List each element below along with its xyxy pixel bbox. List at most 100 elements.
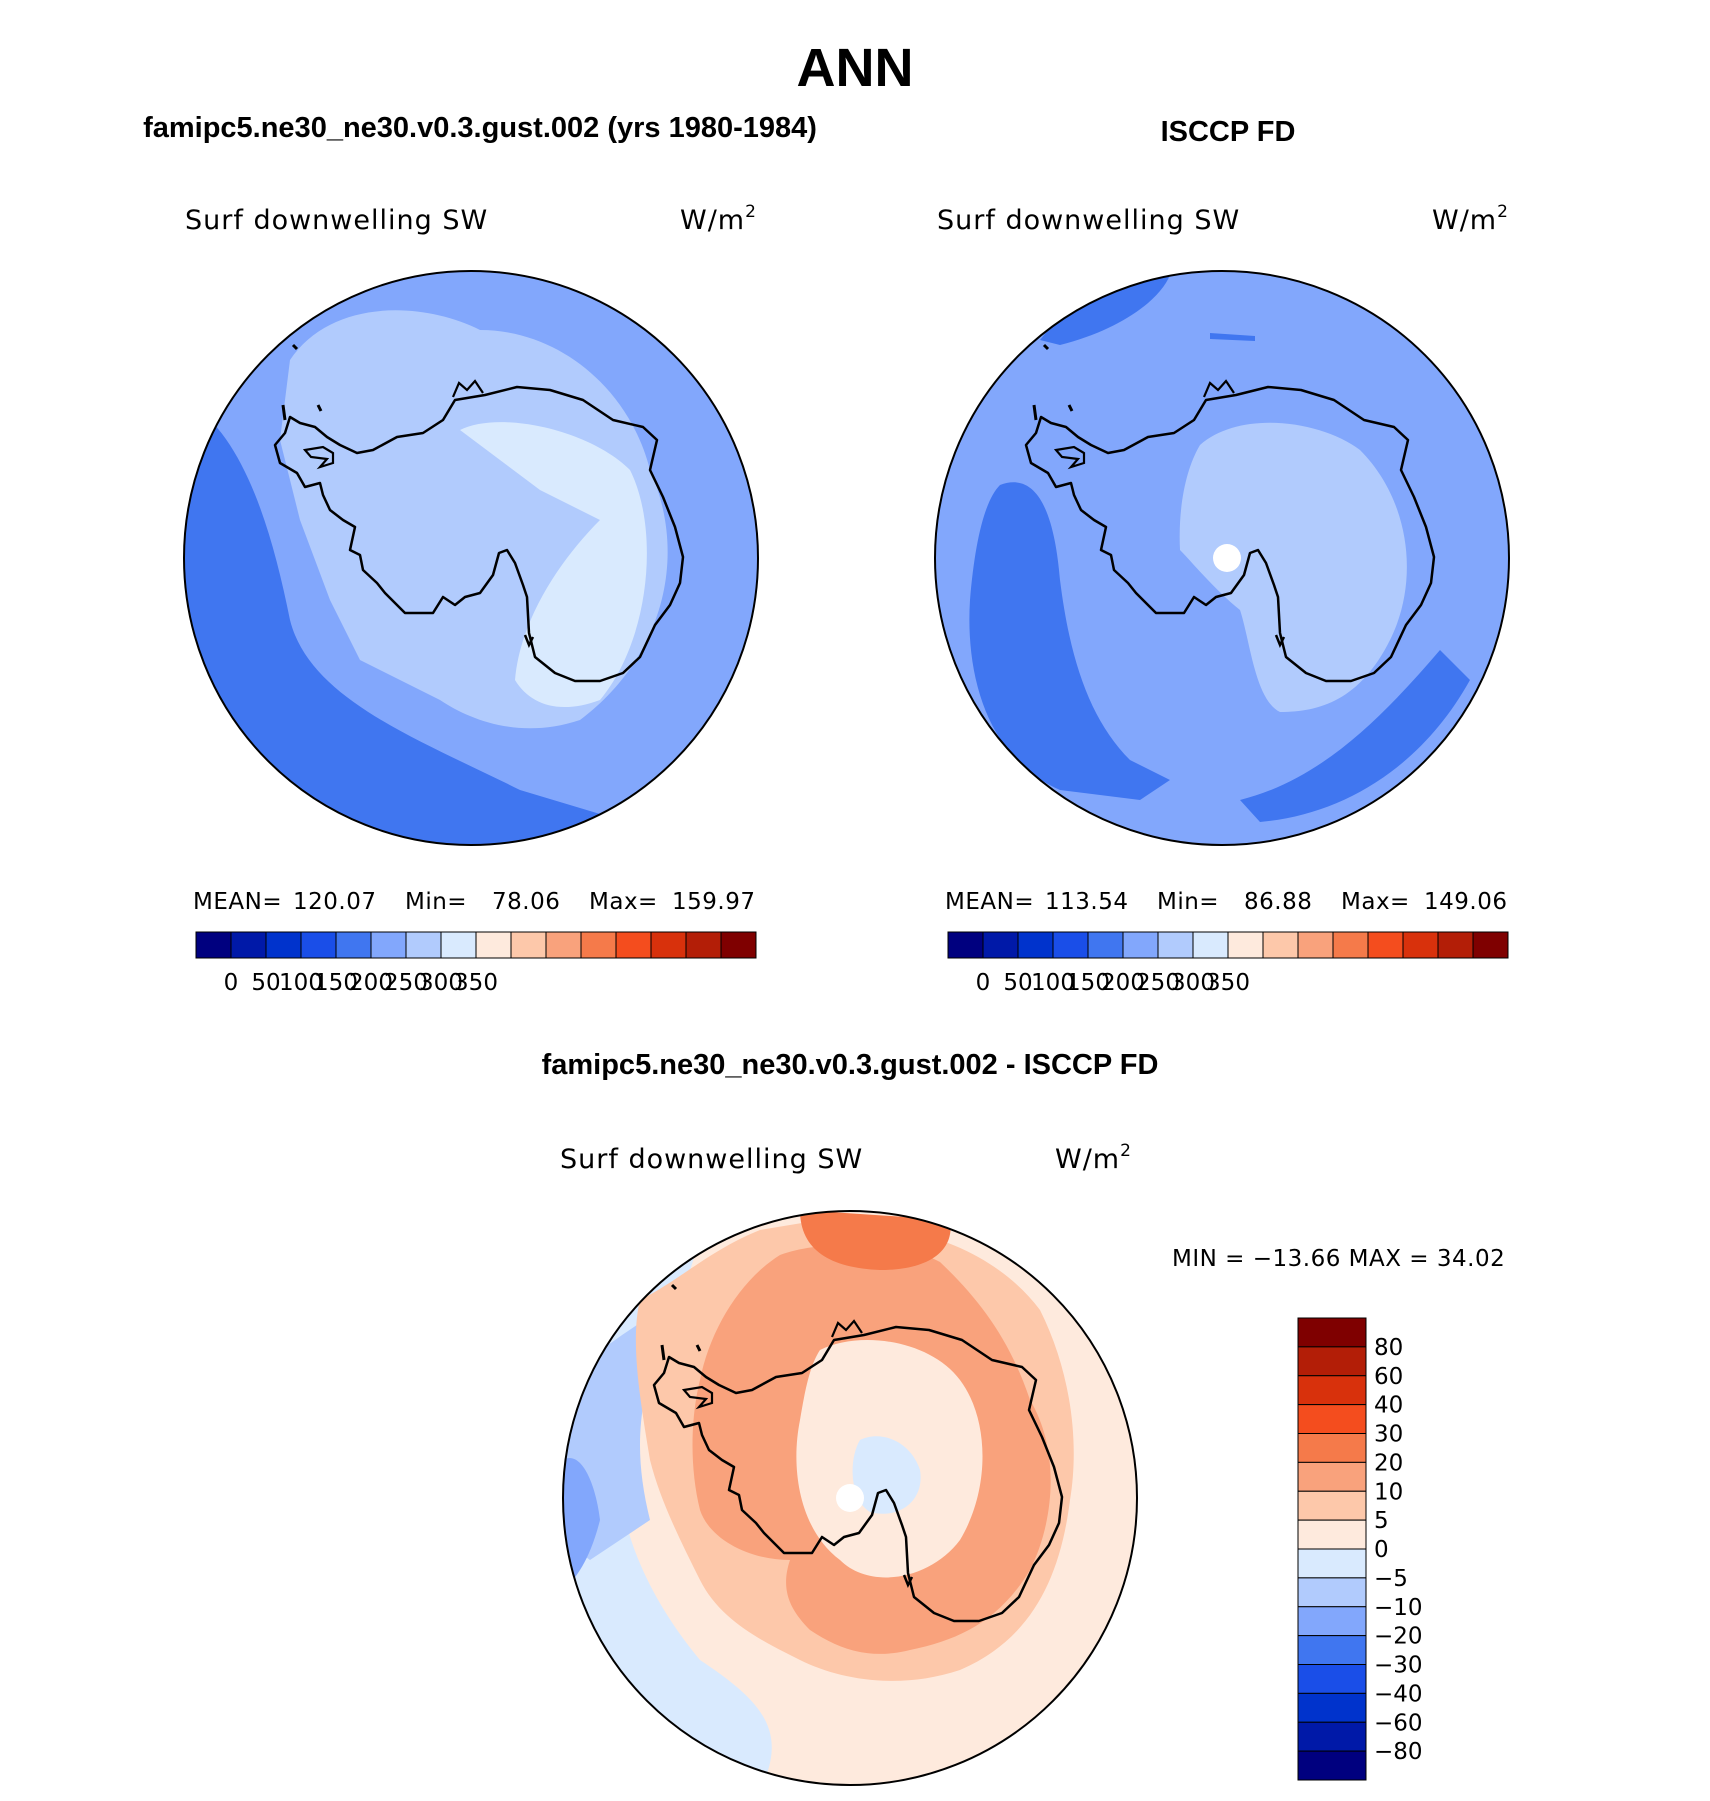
colorbar-swatch bbox=[1157, 931, 1194, 959]
units-base: W/m bbox=[680, 205, 745, 236]
min-label: Min= bbox=[1157, 889, 1219, 915]
colorbar-tick-label: 350 bbox=[1206, 970, 1250, 996]
map bbox=[184, 271, 758, 845]
map-region bbox=[852, 1436, 921, 1514]
panel-title: ISCCP FD bbox=[1161, 116, 1296, 148]
colorbar-tick-label: 200 bbox=[1101, 970, 1145, 996]
colorbar-swatch bbox=[1367, 931, 1404, 959]
colorbar-swatch bbox=[405, 931, 442, 959]
colorbar-swatch bbox=[1297, 1519, 1367, 1550]
colorbar-tick-label: −10 bbox=[1374, 1595, 1423, 1621]
colorbar-tick-label: 100 bbox=[279, 970, 323, 996]
colorbar-swatch bbox=[1297, 1664, 1367, 1694]
map-region bbox=[563, 1458, 600, 1590]
colorbar-tick-label: −60 bbox=[1374, 1710, 1423, 1736]
mean-value: 120.07 bbox=[293, 889, 376, 915]
colorbar-tick-label: −5 bbox=[1374, 1566, 1408, 1592]
colorbar-tick-label: 200 bbox=[349, 970, 393, 996]
units-base: W/m bbox=[1432, 205, 1497, 236]
panel-title: famipc5.ne30_ne30.v0.3.gust.002 - ISCCP … bbox=[542, 1049, 1159, 1081]
colorbar-tick-label: 60 bbox=[1374, 1364, 1403, 1390]
map-region bbox=[1040, 275, 1170, 345]
variable-label: Surf downwelling SW bbox=[185, 205, 488, 236]
colorbar-tick-label: −20 bbox=[1374, 1624, 1423, 1650]
colorbar-swatch bbox=[195, 931, 232, 959]
min-value: 78.06 bbox=[492, 889, 560, 915]
colorbar-swatch bbox=[440, 931, 477, 959]
colorbar-swatch bbox=[265, 931, 302, 959]
map-boundary bbox=[562, 1210, 1138, 1786]
units-base: W/m bbox=[1055, 1144, 1120, 1175]
colorbar-tick-label: 250 bbox=[1136, 970, 1180, 996]
colorbar-tick-label: 80 bbox=[1374, 1335, 1403, 1361]
panel-title: famipc5.ne30_ne30.v0.3.gust.002 (yrs 198… bbox=[143, 112, 817, 144]
colorbar-tick-label: −40 bbox=[1374, 1681, 1423, 1707]
mean-label: MEAN= bbox=[193, 889, 282, 915]
missing-data-pole bbox=[1213, 544, 1241, 572]
map-region bbox=[969, 482, 1170, 800]
colorbar-tick-label: 40 bbox=[1374, 1393, 1403, 1419]
max-value: 159.97 bbox=[672, 889, 755, 915]
variable-label: Surf downwelling SW bbox=[937, 205, 1240, 236]
colorbar-swatch bbox=[545, 931, 582, 959]
colorbar-swatch bbox=[1402, 931, 1439, 959]
colorbar-swatch bbox=[615, 931, 652, 959]
missing-data-pole bbox=[836, 1484, 864, 1512]
colorbar-swatch bbox=[580, 931, 617, 959]
colorbar-swatch bbox=[1297, 1606, 1367, 1637]
units-label: W/m2 bbox=[1432, 202, 1509, 236]
colorbar-tick-label: 0 bbox=[976, 970, 991, 996]
colorbar-tick-label: 10 bbox=[1374, 1479, 1403, 1505]
colorbar-swatch bbox=[1262, 931, 1299, 959]
colorbar-swatch bbox=[1297, 1750, 1367, 1781]
colorbar-swatch bbox=[510, 931, 547, 959]
colorbar-swatch bbox=[1297, 1317, 1367, 1348]
min-label: Min= bbox=[405, 889, 467, 915]
colorbar-swatch bbox=[1297, 1692, 1367, 1723]
colorbar-swatch bbox=[1297, 1375, 1367, 1406]
mean-value: 113.54 bbox=[1045, 889, 1128, 915]
map-region bbox=[1210, 333, 1255, 341]
colorbar-tick-label: 30 bbox=[1374, 1422, 1403, 1448]
colorbar-swatch bbox=[982, 931, 1019, 959]
colorbar-swatch bbox=[335, 931, 372, 959]
min-value: 86.88 bbox=[1244, 889, 1312, 915]
colorbar-tick-label: 350 bbox=[454, 970, 498, 996]
units-exponent: 2 bbox=[745, 202, 757, 222]
stats-line: MEAN= 113.54 Min= 86.88 Max= 149.06 bbox=[945, 889, 1507, 915]
map-region bbox=[460, 422, 647, 708]
colorbar-swatch bbox=[370, 931, 407, 959]
colorbar-tick-label: 20 bbox=[1374, 1450, 1403, 1476]
colorbar-tick-label: 100 bbox=[1031, 970, 1075, 996]
panel-obs: ISCCP FD Surf downwelling SW W/m2 MEAN= … bbox=[934, 116, 1510, 996]
units-label: W/m2 bbox=[1055, 1141, 1132, 1175]
colorbar-swatch bbox=[230, 931, 267, 959]
max-label: Max= bbox=[589, 889, 658, 915]
mean-label: MEAN= bbox=[945, 889, 1034, 915]
colorbar-tick-label: 300 bbox=[419, 970, 463, 996]
panel-difference: famipc5.ne30_ne30.v0.3.gust.002 - ISCCP … bbox=[542, 1049, 1505, 1786]
colorbar-tick-label: −80 bbox=[1374, 1739, 1423, 1765]
units-exponent: 2 bbox=[1497, 202, 1509, 222]
colorbar-swatch bbox=[475, 931, 512, 959]
map-region bbox=[1240, 650, 1470, 822]
colorbar-swatch bbox=[1297, 931, 1334, 959]
colorbar-tick-label: 300 bbox=[1171, 970, 1215, 996]
colorbar-tick-label: 150 bbox=[314, 970, 358, 996]
colorbar-swatch bbox=[1087, 931, 1124, 959]
colorbar-swatch bbox=[1297, 1433, 1367, 1463]
colorbar-swatch bbox=[1297, 1721, 1367, 1752]
panel-model: famipc5.ne30_ne30.v0.3.gust.002 (yrs 198… bbox=[143, 112, 817, 996]
colorbar-swatch bbox=[300, 931, 337, 959]
colorbar-swatch bbox=[1297, 1346, 1367, 1377]
colorbar-swatch bbox=[1332, 931, 1369, 959]
colorbar-swatch bbox=[720, 931, 757, 959]
colorbar-tick-label: 250 bbox=[384, 970, 428, 996]
map-boundary bbox=[183, 270, 759, 846]
colorbar-tick-label: 5 bbox=[1374, 1508, 1389, 1534]
units-exponent: 2 bbox=[1120, 1141, 1132, 1161]
variable-label: Surf downwelling SW bbox=[560, 1144, 863, 1175]
max-label: Max= bbox=[1341, 889, 1410, 915]
